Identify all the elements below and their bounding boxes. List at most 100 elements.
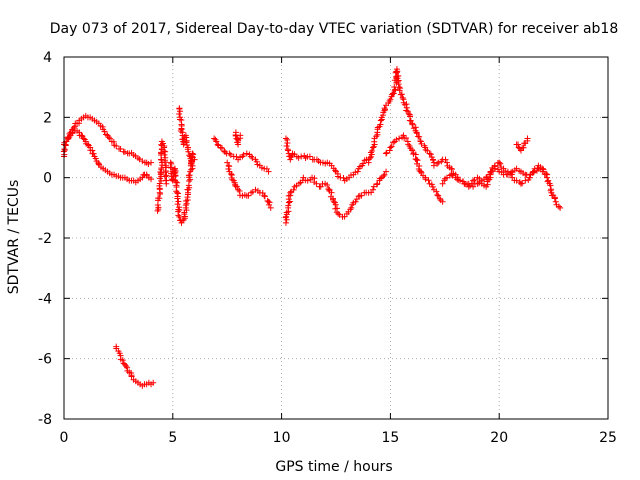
data-point xyxy=(176,116,183,123)
data-point xyxy=(429,156,436,163)
data-point xyxy=(530,169,537,176)
data-point xyxy=(158,165,165,172)
data-point xyxy=(186,172,193,179)
data-point xyxy=(547,182,554,189)
data-point xyxy=(405,110,412,117)
x-axis-label: GPS time / hours xyxy=(275,459,392,475)
data-point xyxy=(101,128,108,135)
data-point xyxy=(90,150,97,157)
data-point xyxy=(84,141,91,148)
data-point xyxy=(313,180,320,187)
data-point xyxy=(304,177,311,184)
data-point xyxy=(496,159,503,166)
data-point xyxy=(161,173,168,180)
data-point xyxy=(380,173,387,180)
data-point xyxy=(282,219,289,226)
data-point xyxy=(439,198,446,205)
data-point xyxy=(414,157,421,164)
data-point xyxy=(396,87,403,94)
data-point xyxy=(162,169,169,176)
data-point xyxy=(396,135,403,142)
data-point xyxy=(373,133,380,140)
y-tick-label: -4 xyxy=(38,291,52,307)
data-point xyxy=(430,162,437,169)
data-point xyxy=(287,156,294,163)
data-point xyxy=(233,183,240,190)
data-point xyxy=(502,168,509,175)
data-point xyxy=(156,195,163,202)
data-point xyxy=(534,165,541,172)
data-point xyxy=(287,189,294,196)
data-point xyxy=(515,141,522,148)
data-points xyxy=(60,66,564,389)
data-point xyxy=(390,90,397,97)
data-point xyxy=(388,143,395,150)
data-point xyxy=(224,159,231,166)
data-point xyxy=(475,180,482,187)
data-point xyxy=(148,176,155,183)
y-tick-label: 0 xyxy=(43,171,52,187)
data-point xyxy=(285,192,292,199)
data-point xyxy=(163,180,170,187)
data-point xyxy=(92,155,99,162)
data-point xyxy=(328,189,335,196)
data-point xyxy=(178,219,185,226)
data-point xyxy=(398,91,405,98)
data-point xyxy=(436,195,443,202)
data-point xyxy=(330,198,337,205)
data-point xyxy=(176,111,183,118)
data-point xyxy=(387,144,394,151)
data-point xyxy=(261,192,268,199)
data-point xyxy=(519,180,526,187)
data-point xyxy=(448,165,455,172)
data-point xyxy=(70,124,77,131)
data-point xyxy=(290,186,297,193)
data-point xyxy=(513,177,520,184)
data-point xyxy=(497,160,504,167)
y-tick-label: 2 xyxy=(43,110,52,126)
data-point xyxy=(360,160,367,167)
data-point xyxy=(253,158,260,165)
data-point xyxy=(110,138,117,145)
data-point xyxy=(531,168,538,175)
data-point xyxy=(404,108,411,115)
data-point xyxy=(369,144,376,151)
data-point xyxy=(394,69,401,76)
data-point xyxy=(265,168,272,175)
data-point xyxy=(178,126,185,133)
data-point xyxy=(78,132,85,139)
data-point xyxy=(139,174,146,181)
data-point xyxy=(283,142,290,149)
x-tick-label: 25 xyxy=(599,430,617,446)
data-point xyxy=(524,135,531,142)
data-point xyxy=(186,152,193,159)
data-point xyxy=(189,165,196,172)
data-point xyxy=(332,167,339,174)
data-point xyxy=(245,192,252,199)
data-point xyxy=(358,192,365,199)
data-point xyxy=(184,146,191,153)
data-point xyxy=(487,168,494,175)
data-point xyxy=(552,198,559,205)
data-point xyxy=(383,168,390,175)
data-point xyxy=(387,96,394,103)
data-point xyxy=(435,192,442,199)
data-point xyxy=(240,151,247,158)
data-point xyxy=(416,133,423,140)
data-point xyxy=(121,149,128,156)
x-tick-label: 20 xyxy=(490,430,508,446)
data-point xyxy=(217,144,224,151)
data-point xyxy=(237,132,244,139)
data-point xyxy=(161,159,168,166)
data-point xyxy=(442,156,449,163)
data-point xyxy=(99,123,106,130)
data-point xyxy=(403,135,410,142)
data-point xyxy=(157,149,164,156)
data-point xyxy=(368,147,375,154)
data-point xyxy=(119,357,126,364)
y-axis-label: SDTVAR / TECUs xyxy=(6,180,22,295)
data-point xyxy=(545,177,552,184)
data-point xyxy=(175,198,182,205)
data-point xyxy=(174,179,181,186)
